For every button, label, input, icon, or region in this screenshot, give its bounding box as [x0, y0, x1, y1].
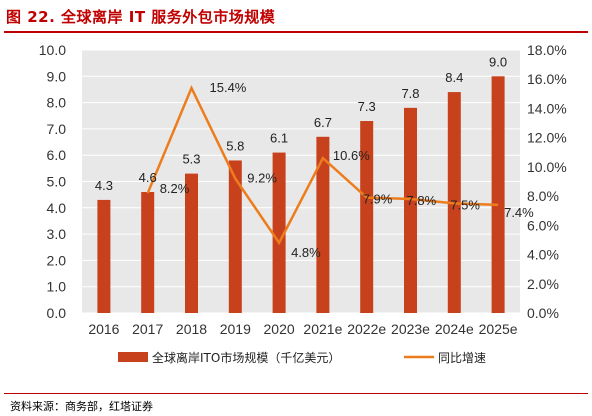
- bar: [228, 160, 242, 313]
- x-tick-label: 2024e: [435, 321, 474, 337]
- legend-label-line: 同比增速: [438, 351, 486, 365]
- bar: [360, 121, 374, 313]
- x-tick-label: 2023e: [391, 321, 430, 337]
- bar-value-label: 5.3: [182, 152, 200, 167]
- bar-value-label: 7.3: [358, 99, 376, 114]
- x-axis-ticks: 2016 2017 2018 2019 2020 2021e 2022e 2023e 2024e…: [88, 321, 517, 337]
- x-tick-label: 2022e: [347, 321, 386, 337]
- bar: [404, 107, 417, 313]
- chart-title: 图 22. 全球离岸 IT 服务外包市场规模: [6, 8, 276, 26]
- line-value-label: 7.4%: [504, 205, 534, 220]
- right-tick-label: 10.0%: [527, 159, 567, 175]
- left-tick-label: 2.0: [47, 252, 67, 268]
- line-series: [146, 84, 499, 246]
- left-tick-label: 6.0: [47, 147, 67, 163]
- bar: [491, 76, 505, 313]
- bar-value-label: 4.3: [95, 178, 113, 193]
- left-tick-label: 0.0: [47, 305, 67, 321]
- right-tick-label: 6.0%: [527, 217, 559, 233]
- bar: [97, 199, 111, 313]
- left-tick-label: 4.0: [47, 200, 67, 216]
- line-value-label: 9.2%: [247, 171, 277, 186]
- left-axis-ticks: 0.0 1.0 2.0 3.0 4.0 5.0 6.0 7.0 8.0 9.0 10.0: [39, 42, 66, 321]
- line-value-label: 7.8%: [407, 193, 437, 208]
- bar-value-label: 8.4: [445, 70, 463, 85]
- title-divider: [4, 31, 588, 33]
- bar: [185, 173, 198, 313]
- left-tick-label: 1.0: [47, 279, 67, 295]
- right-tick-label: 14.0%: [527, 100, 567, 116]
- line-value-label: 10.6%: [333, 148, 370, 163]
- bar-data-labels: 4.3 4.6 5.3 5.8 6.1 6.7 7.3 7.8 8.4 9.0: [95, 54, 507, 193]
- bar-value-label: 5.8: [226, 138, 244, 153]
- legend-label-bar: 全球离岸ITO市场规模（千亿美元）: [152, 350, 340, 365]
- legend-swatch-bar: [118, 352, 148, 362]
- right-tick-label: 8.0%: [527, 188, 559, 204]
- right-axis-ticks: 0.0% 2.0% 4.0% 6.0% 8.0% 10.0% 12.0% 14.0% 16.0%…: [527, 42, 567, 321]
- left-tick-label: 3.0: [47, 226, 67, 242]
- x-tick-label: 2021e: [303, 321, 342, 337]
- left-tick-label: 7.0: [47, 121, 67, 137]
- right-tick-label: 4.0%: [527, 247, 559, 263]
- x-tick-label: 2018: [176, 321, 207, 337]
- line-value-label: 7.5%: [450, 197, 480, 212]
- bar: [141, 192, 155, 313]
- legend: 全球离岸ITO市场规模（千亿美元） 同比增速: [118, 350, 486, 365]
- line-value-label: 8.2%: [160, 181, 190, 196]
- x-tick-label: 2025e: [479, 321, 518, 337]
- x-tick-label: 2016: [88, 321, 119, 337]
- footer-divider: [4, 393, 588, 394]
- x-tick-label: 2017: [132, 321, 163, 337]
- bar: [272, 152, 286, 313]
- left-tick-label: 9.0: [47, 68, 67, 84]
- line-value-label: 15.4%: [210, 80, 247, 95]
- x-tick-label: 2019: [220, 321, 251, 337]
- right-tick-label: 16.0%: [527, 71, 567, 87]
- bar-value-label: 7.8: [401, 86, 419, 101]
- right-tick-label: 12.0%: [527, 130, 567, 146]
- gridlines: [82, 49, 520, 314]
- right-tick-label: 0.0%: [527, 305, 559, 321]
- growth-line: [146, 84, 499, 246]
- right-tick-label: 2.0%: [527, 276, 559, 292]
- line-data-labels: 8.2% 15.4% 9.2% 4.8% 10.6% 7.9% 7.8% 7.5% 7.4%: [160, 80, 534, 260]
- bar: [316, 136, 330, 313]
- x-tick-label: 2020: [264, 321, 295, 337]
- right-tick-label: 18.0%: [527, 42, 567, 58]
- bar-value-label: 6.1: [270, 131, 288, 146]
- line-value-label: 7.9%: [363, 192, 393, 207]
- bar-value-label: 6.7: [314, 115, 332, 130]
- line-value-label: 4.8%: [291, 245, 321, 260]
- left-tick-label: 10.0: [39, 42, 66, 58]
- bar-value-label: 4.6: [139, 170, 157, 185]
- left-tick-label: 8.0: [47, 95, 67, 111]
- bar-value-label: 9.0: [489, 54, 507, 69]
- left-tick-label: 5.0: [47, 174, 67, 190]
- source-note: 资料来源：商务部，红塔证券: [10, 400, 153, 413]
